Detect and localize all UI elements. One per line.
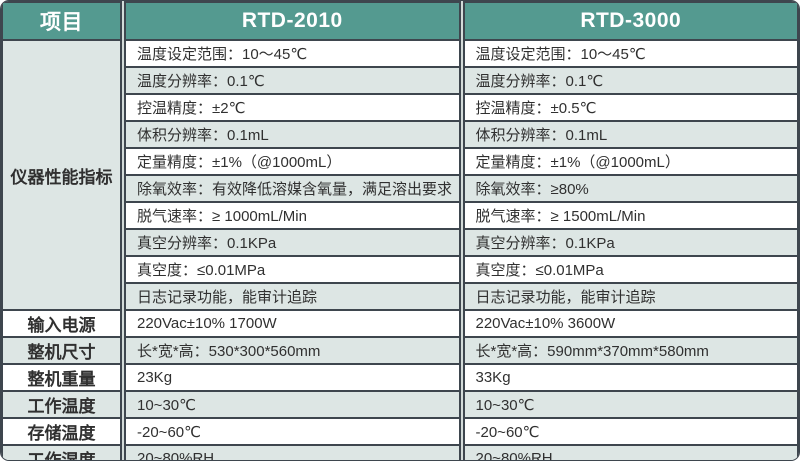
table-row: 仪器性能指标 温度设定范围：10～45℃ 温度设定范围：10～45℃ [1, 39, 799, 311]
spec-value-rtd-3000: 日志记录功能，能审计追踪 [462, 282, 799, 311]
column-gap [120, 2, 126, 40]
column-gap [120, 40, 126, 67]
column-gap [120, 175, 126, 202]
column-gap [458, 40, 465, 67]
table-row: 真空度：≤0.01MPa 真空度：≤0.01MPa [2, 255, 799, 284]
table-row: 控温精度：±2℃ 控温精度：±0.5℃ [2, 93, 799, 122]
column-gap [120, 148, 126, 175]
spec-table-body: 仪器性能指标 温度设定范围：10～45℃ 温度设定范围：10～45℃ 温度分辨率：0.… [1, 39, 799, 460]
table-row: 真空分辨率：0.1KPa 真空分辨率：0.1KPa [2, 228, 799, 257]
spec-value-rtd-2010: 温度设定范围：10～45℃ [124, 39, 461, 68]
table-row: 输入电源 220Vac±10% 1700W 220Vac±10% 3600W [1, 309, 799, 338]
column-gap [120, 67, 126, 94]
spec-value-rtd-3000: -20~60℃ [462, 417, 799, 446]
spec-value-rtd-2010: 10~30℃ [124, 390, 461, 419]
column-header-rtd-2010: RTD-2010 [124, 1, 461, 41]
spec-value-rtd-2010: -20~60℃ [124, 417, 461, 446]
column-gap [120, 121, 126, 148]
spec-value-rtd-3000: 脱气速率：≥ 1500mL/Min [462, 201, 799, 230]
spec-value-rtd-2010: 长*宽*高：530*300*560mm [124, 336, 461, 365]
spec-value-rtd-2010: 真空分辨率：0.1KPa [124, 228, 461, 257]
row-label: 存储温度 [1, 417, 122, 446]
spec-value-rtd-2010: 除氧效率：有效降低溶媒含氧量，满足溶出要求 [124, 174, 461, 203]
spec-value-rtd-3000: 真空度：≤0.01MPa [462, 255, 799, 284]
column-gap [120, 391, 126, 418]
spec-value-rtd-2010: 日志记录功能，能审计追踪 [124, 282, 461, 311]
table-row: 日志记录功能，能审计追踪 日志记录功能，能审计追踪 [2, 282, 799, 311]
spec-value-rtd-2010: 控温精度：±2℃ [124, 93, 461, 122]
spec-value-rtd-3000: 10~30℃ [462, 390, 799, 419]
spec-value-rtd-2010: 真空度：≤0.01MPa [124, 255, 461, 284]
table-row: 定量精度：±1%（@1000mL） 定量精度：±1%（@1000mL） [2, 147, 799, 176]
column-gap [458, 175, 465, 202]
spec-value-rtd-3000: 定量精度：±1%（@1000mL） [462, 147, 799, 176]
spec-value-rtd-3000: 温度分辨率：0.1℃ [462, 66, 799, 95]
spec-value-rtd-3000: 温度设定范围：10～45℃ [462, 39, 799, 68]
row-label: 整机重量 [1, 363, 122, 392]
column-gap [458, 283, 465, 310]
spec-value-rtd-2010: 20~80%RH [124, 444, 461, 460]
column-gap [120, 364, 126, 391]
spec-value-rtd-2010: 温度分辨率：0.1℃ [124, 66, 461, 95]
column-gap [458, 202, 465, 229]
column-gap [458, 445, 465, 460]
column-gap [120, 310, 126, 337]
column-header-rtd-3000: RTD-3000 [462, 1, 799, 41]
table-row: 脱气速率：≥ 1000mL/Min 脱气速率：≥ 1500mL/Min [2, 201, 799, 230]
column-gap [120, 229, 126, 256]
column-gap [120, 256, 126, 283]
table-row: 温度分辨率：0.1℃ 温度分辨率：0.1℃ [2, 66, 799, 95]
spec-value-rtd-3000: 体积分辨率：0.1mL [462, 120, 799, 149]
spec-value-rtd-3000: 真空分辨率：0.1KPa [462, 228, 799, 257]
spec-value-rtd-2010: 23Kg [124, 363, 461, 392]
spec-value-rtd-3000: 33Kg [462, 363, 799, 392]
column-gap [458, 67, 465, 94]
column-gap [458, 2, 465, 40]
spec-value-rtd-2010: 脱气速率：≥ 1000mL/Min [124, 201, 461, 230]
table-row: 除氧效率：有效降低溶媒含氧量，满足溶出要求 除氧效率：≥80% [2, 174, 799, 203]
spec-value-rtd-2010: 体积分辨率：0.1mL [124, 120, 461, 149]
column-gap [458, 94, 465, 121]
column-gap [458, 418, 465, 445]
column-gap [458, 310, 465, 337]
column-gap [458, 391, 465, 418]
row-group-label: 仪器性能指标 [1, 39, 122, 311]
column-header-item: 项目 [1, 1, 122, 41]
row-label: 工作温度 [1, 390, 122, 419]
column-gap [120, 418, 126, 445]
column-gap [458, 364, 465, 391]
column-gap [458, 256, 465, 283]
spec-value-rtd-3000: 除氧效率：≥80% [462, 174, 799, 203]
spec-value-rtd-3000: 控温精度：±0.5℃ [462, 93, 799, 122]
spec-value-rtd-2010: 220Vac±10% 1700W [124, 309, 461, 338]
table-row: 工作温度 10~30℃ 10~30℃ [1, 390, 799, 419]
column-gap [120, 94, 126, 121]
table-row: 体积分辨率：0.1mL 体积分辨率：0.1mL [2, 120, 799, 149]
spec-value-rtd-3000: 长*宽*高：590mm*370mm*580mm [462, 336, 799, 365]
column-gap [458, 337, 465, 364]
column-gap [458, 121, 465, 148]
spec-value-rtd-3000: 20~80%RH [462, 444, 799, 460]
column-gap [458, 148, 465, 175]
column-gap [120, 445, 126, 460]
column-gap [120, 202, 126, 229]
spec-value-rtd-2010: 定量精度：±1%（@1000mL） [124, 147, 461, 176]
header-row: 项目 RTD-2010 RTD-3000 [1, 1, 799, 41]
table-row: 工作湿度 20~80%RH 20~80%RH [1, 444, 799, 460]
table-row: 整机重量 23Kg 33Kg [1, 363, 799, 392]
row-label: 输入电源 [1, 309, 122, 338]
column-gap [120, 337, 126, 364]
table-row: 存储温度 -20~60℃ -20~60℃ [1, 417, 799, 446]
table-row: 整机尺寸 长*宽*高：530*300*560mm 长*宽*高：590mm*370mm… [1, 336, 799, 365]
row-label: 整机尺寸 [1, 336, 122, 365]
column-gap [458, 229, 465, 256]
spec-value-rtd-3000: 220Vac±10% 3600W [462, 309, 799, 338]
row-label: 工作湿度 [1, 444, 122, 460]
column-gap [120, 283, 126, 310]
